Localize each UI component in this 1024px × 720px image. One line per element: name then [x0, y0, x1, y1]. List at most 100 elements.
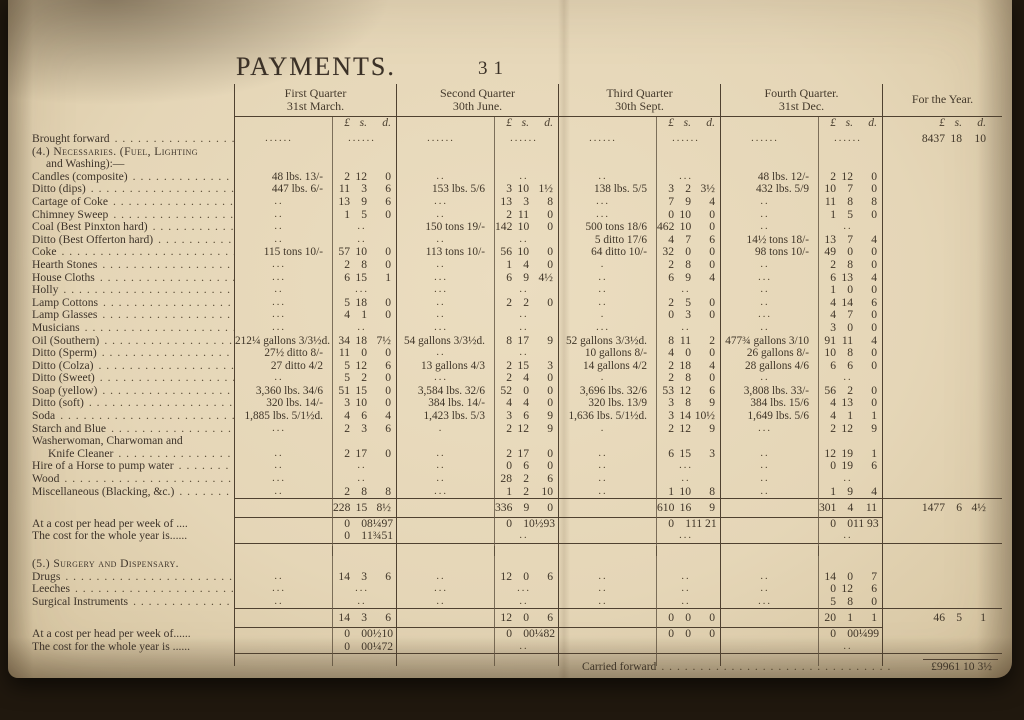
- quantity-cell: 10 gallons 8/-: [558, 347, 656, 360]
- row-label: Knife Cleaner: [22, 448, 234, 461]
- dot-leader: [133, 596, 234, 609]
- header-third-quarter: Third Quarter 30th Sept.: [558, 84, 720, 117]
- quantity-cell: 98 tons 10/-: [720, 246, 818, 259]
- year-amount-cell: [882, 473, 1002, 486]
- year-amount-cell: [882, 321, 1002, 335]
- year-amount-cell: [882, 221, 1002, 234]
- quantity-cell: [396, 640, 494, 654]
- quantity-cell: ..: [396, 233, 494, 247]
- row-label-text: and Washing):—: [46, 158, 125, 171]
- year-amount-cell: [882, 517, 1002, 531]
- payments-table: First Quarter 31st March. Second Quarter…: [22, 84, 1002, 674]
- quantity-cell: ..: [720, 570, 818, 584]
- header-for-the-year: For the Year.: [882, 84, 1002, 117]
- quantity-cell: ..: [234, 485, 332, 499]
- year-amount-cell: [882, 208, 1002, 222]
- dot-leader: [179, 460, 234, 473]
- amount-cell: ...: [494, 583, 558, 596]
- quantity-cell: [234, 653, 332, 666]
- amount-cell: 0 10 0: [656, 208, 720, 222]
- amount-cell: [332, 653, 396, 666]
- year-amount-cell: [882, 158, 1002, 171]
- amount-cell: 8 17 9: [494, 334, 558, 348]
- amount-cell: ..: [494, 170, 558, 184]
- quantity-cell: [720, 435, 818, 448]
- amount-cell: 12 0 6: [494, 608, 558, 628]
- amount-cell: 610 16 9: [656, 498, 720, 518]
- amount-cell: [656, 435, 720, 448]
- row-label: Ditto (Best Offerton hard): [22, 234, 234, 247]
- table-row: The cost for the whole year is...... 0 1 1¾…: [22, 530, 1002, 543]
- year-amount-cell: [882, 271, 1002, 285]
- amount-cell: [494, 145, 558, 159]
- row-label-text: Wood: [32, 473, 60, 486]
- quantity-cell: ..: [234, 372, 332, 385]
- header-second-quarter: Second Quarter 30th June.: [396, 84, 558, 117]
- row-label: Oil (Southern): [22, 335, 234, 348]
- row-label: Ditto (dips): [22, 183, 234, 196]
- row-label: Surgical Instruments: [22, 596, 234, 609]
- amount-cell: 13 3 8: [494, 195, 558, 209]
- quantity-cell: [396, 435, 494, 448]
- quantity-cell: [396, 546, 494, 558]
- quantity-cell: ..: [558, 583, 656, 596]
- row-label: Hire of a Horse to pump water: [22, 460, 234, 473]
- year-amount-cell: [882, 397, 1002, 411]
- amount-cell: 0 1 11 21: [656, 517, 720, 531]
- quantity-cell: ..: [720, 221, 818, 234]
- amount-cell: 0 0 0¼99: [818, 627, 882, 641]
- amount-cell: 2 12 9: [656, 422, 720, 436]
- amount-cell: [332, 558, 396, 571]
- table-row: Musicians.................300: [22, 321, 1002, 335]
- amount-cell: ...: [656, 460, 720, 474]
- amount-cell: 6 9 4½: [494, 271, 558, 285]
- quantity-cell: ..: [720, 485, 818, 499]
- row-label: (5.) Surgery and Dispensary.: [22, 558, 234, 571]
- quantity-cell: ..: [396, 570, 494, 584]
- table-row: [22, 653, 1002, 666]
- dot-leader: [111, 423, 234, 436]
- dot-leader: [102, 347, 234, 360]
- amount-cell: 4 13 0: [818, 397, 882, 411]
- dot-leader: [102, 259, 234, 272]
- amount-cell: 12 19 1: [818, 447, 882, 461]
- year-amount-cell: [882, 359, 1002, 373]
- quantity-cell: [720, 530, 818, 543]
- pounds-shillings-pence-header: £ s. d.: [818, 116, 882, 133]
- quantity-cell: ...: [234, 258, 332, 272]
- amount-cell: ..: [656, 583, 720, 596]
- quantity-cell: ..: [558, 284, 656, 297]
- row-label-text: Coal (Best Pinxton hard): [32, 221, 148, 234]
- quantity-cell: ..: [234, 447, 332, 461]
- quantity-cell: ......: [558, 133, 656, 146]
- amount-cell: 2 12 0: [332, 170, 396, 184]
- year-amount-cell: [882, 627, 1002, 641]
- quantity-cell: 5 ditto 17/6: [558, 233, 656, 247]
- year-amount-cell: [882, 410, 1002, 423]
- quantity-cell: [720, 640, 818, 654]
- amount-cell: 14 0 7: [818, 570, 882, 584]
- amount-cell: 0 19 6: [818, 460, 882, 474]
- dot-leader: [104, 335, 234, 348]
- dot-leader: [100, 372, 234, 385]
- quantity-cell: [234, 145, 332, 159]
- dot-leader: [64, 473, 234, 486]
- amount-cell: 2 12 9: [494, 422, 558, 436]
- row-label-text: Drugs: [32, 570, 61, 583]
- quantity-cell: ...: [720, 271, 818, 285]
- quantity-cell: 212¼ gallons 3/3½d.: [234, 334, 331, 348]
- ledger-body: Brought forward.........................…: [22, 132, 1002, 674]
- amount-cell: 0 0 0½10: [332, 627, 396, 641]
- row-label: (4.) Necessaries. (Fuel, Lighting: [22, 146, 234, 159]
- table-row: Lamp Glasses...410.....030...470: [22, 309, 1002, 322]
